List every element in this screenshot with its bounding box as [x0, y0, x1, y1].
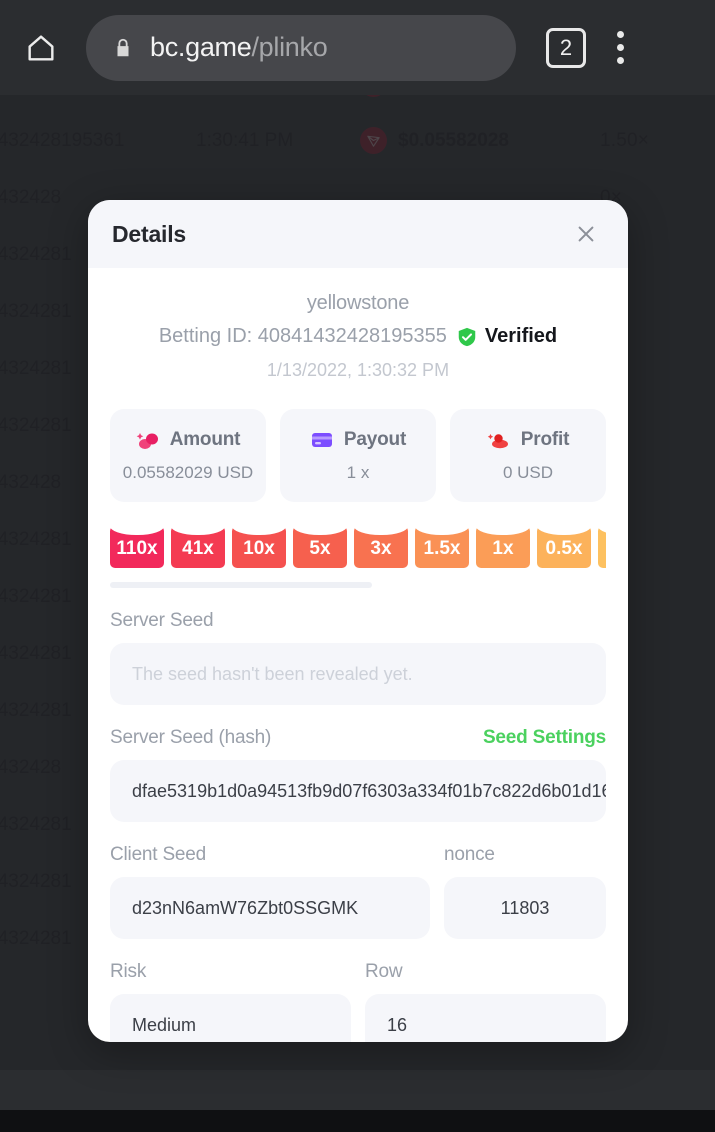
multiplier-bucket: 1x	[476, 526, 530, 568]
betting-id-line: Betting ID: 40841432428195355 Verified	[110, 325, 606, 348]
verified-label: Verified	[484, 325, 558, 347]
status-badge: Verified	[456, 325, 557, 348]
card-icon	[310, 428, 334, 452]
horizontal-scrollbar[interactable]	[110, 582, 372, 588]
stat-value: 1 x	[346, 463, 370, 482]
stat-card-payout: Payout 1 x	[280, 409, 436, 502]
risk-label: Risk	[110, 961, 147, 982]
bet-meta: yellowstone Betting ID: 4084143242819535…	[110, 292, 606, 381]
risk-input[interactable]: Medium	[110, 994, 351, 1042]
stat-card-profit: Profit 0 USD	[450, 409, 606, 502]
betting-id-label: Betting ID: 40841432428195355	[158, 325, 447, 347]
multiplier-bucket: 0.5x	[537, 526, 591, 568]
coins-icon	[136, 428, 160, 452]
row-label: Row	[365, 961, 403, 982]
multiplier-bucket: 110x	[110, 526, 164, 568]
profit-icon	[487, 428, 511, 452]
multiplier-bucket: 0.3x	[598, 526, 606, 568]
risk-block: Risk Medium	[110, 961, 351, 1042]
multiplier-bucket: 3x	[354, 526, 408, 568]
modal-header: Details	[88, 200, 628, 268]
client-seed-nonce-row: Client Seed d23nN6amW76Zbt0SSGMK nonce 1…	[110, 844, 606, 939]
url-text: bc.game/plinko	[150, 32, 328, 63]
stat-value: 0.05582029 USD	[122, 463, 254, 482]
server-seed-hash-block: Server Seed (hash) Seed Settings dfae531…	[110, 727, 606, 822]
stat-label: Amount	[169, 429, 241, 450]
browser-toolbar: bc.game/plinko 2	[0, 0, 715, 95]
client-seed-label: Client Seed	[110, 844, 207, 865]
stat-label: Profit	[520, 429, 570, 450]
home-icon[interactable]	[18, 25, 64, 71]
server-seed-label: Server Seed	[110, 610, 214, 631]
multiplier-bucket: 5x	[293, 526, 347, 568]
server-seed-block: Server Seed The seed hasn't been reveale…	[110, 610, 606, 705]
seed-settings-link[interactable]: Seed Settings	[482, 727, 606, 748]
bottom-strip	[0, 1070, 715, 1110]
stat-card-amount: Amount 0.05582029 USD	[110, 409, 266, 502]
username: yellowstone	[306, 292, 410, 314]
nonce-label: nonce	[444, 844, 495, 865]
system-nav-bar	[0, 1110, 715, 1132]
server-seed-input[interactable]: The seed hasn't been revealed yet.	[110, 643, 606, 705]
client-seed-input[interactable]: d23nN6amW76Zbt0SSGMK	[110, 877, 430, 939]
bet-details-modal: Details yellowstone Betting ID: 40841432…	[88, 200, 628, 1042]
url-path: /plinko	[251, 32, 328, 62]
url-bar[interactable]: bc.game/plinko	[86, 14, 516, 81]
client-seed-block: Client Seed d23nN6amW76Zbt0SSGMK	[110, 844, 430, 939]
page-title: Details	[112, 220, 187, 247]
risk-row-row: Risk Medium Row 16	[110, 961, 606, 1042]
tab-count-button[interactable]: 2	[546, 27, 586, 68]
multiplier-bucket: 10x	[232, 526, 286, 568]
row-input[interactable]: 16	[365, 994, 606, 1042]
stat-label: Payout	[343, 429, 407, 450]
nonce-block: nonce 11803	[444, 844, 606, 939]
shield-check-icon	[456, 326, 478, 348]
url-domain: bc.game	[150, 32, 252, 62]
multiplier-bucket: 1.5x	[415, 526, 469, 568]
multiplier-bucket: 41x	[171, 526, 225, 568]
close-icon[interactable]	[566, 214, 606, 254]
row-block: Row 16	[365, 961, 606, 1042]
lock-icon	[112, 35, 134, 61]
stat-value: 0 USD	[502, 463, 554, 482]
stat-cards: Amount 0.05582029 USD Payout 1 x Profit 0 USD	[110, 409, 606, 502]
modal-body: yellowstone Betting ID: 4084143242819535…	[88, 268, 628, 1042]
nonce-input[interactable]: 11803	[444, 877, 606, 939]
bet-timestamp: 1/13/2022, 1:30:32 PM	[266, 360, 450, 380]
server-seed-hash-label: Server Seed (hash)	[110, 727, 272, 748]
server-seed-hash-input[interactable]: dfae5319b1d0a94513fb9d07f6303a334f01b7c8…	[110, 760, 606, 822]
overflow-menu-icon[interactable]	[598, 25, 642, 71]
